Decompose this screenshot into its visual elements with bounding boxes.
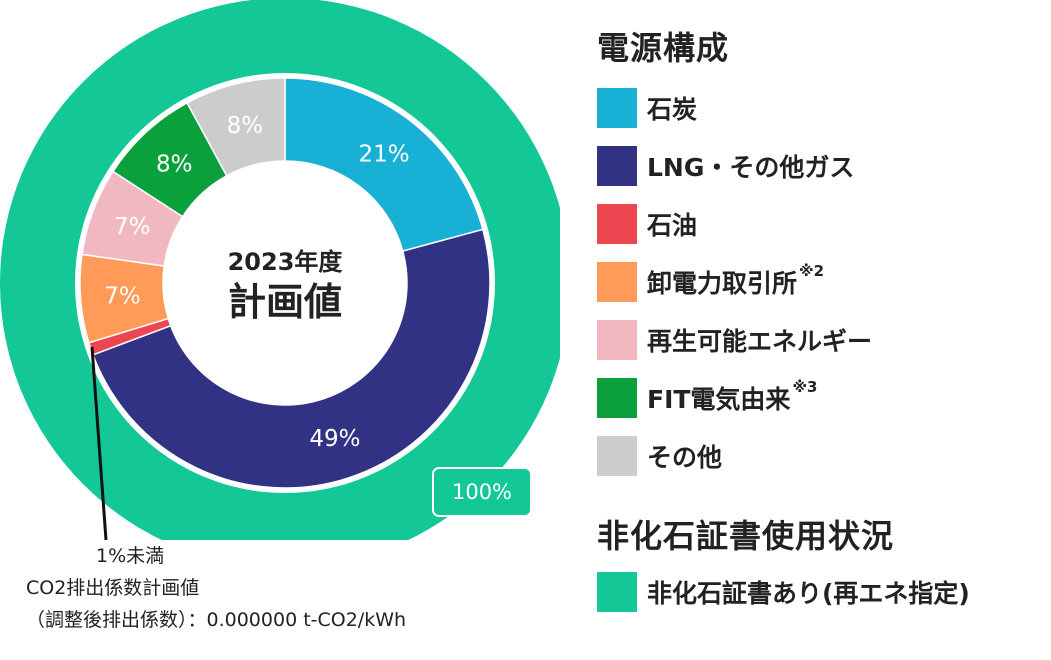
legend-item-oil: 石油 <box>597 204 1047 244</box>
legend-item-lng: LNG・その他ガス <box>597 146 1047 186</box>
legend-item-label: 非化石証書あり(再エネ指定) <box>647 579 970 608</box>
segment-value-label: 7% <box>114 214 151 240</box>
legend-item-power-exchange: 卸電力取引所 ※2 <box>597 262 1047 302</box>
legend-item-label: FIT電気由来 <box>647 385 791 414</box>
legend-item-label: LNG・その他ガス <box>647 153 855 182</box>
legend-swatch <box>597 436 637 476</box>
legend-item-coal: 石炭 <box>597 88 1047 128</box>
inner-ring-segment <box>92 228 491 489</box>
small-share-label: 1%未満 <box>96 545 165 567</box>
outer-ring-value-badge: 100% <box>432 467 532 517</box>
small-share-leader-line <box>90 346 108 540</box>
legend-swatch <box>597 378 637 418</box>
legend-item-label: 卸電力取引所 <box>647 269 798 298</box>
center-title-plan: 計画値 <box>228 280 342 324</box>
legend-item-non-fossil-certificate: 非化石証書あり(再エネ指定) <box>597 572 1047 612</box>
center-title-year: 2023年度 <box>228 248 344 276</box>
emission-note: 1%未満 CO2排出係数計画値 （調整後排出係数）：0.000000 t-CO2… <box>26 540 406 636</box>
footnote-mark: ※2 <box>799 262 825 280</box>
inner-ring-segment <box>284 77 484 253</box>
legend-item-label: 石炭 <box>647 95 698 124</box>
legend-swatch <box>597 146 637 186</box>
legend-swatch <box>597 204 637 244</box>
legend2-title: 非化石証書使用状況 <box>597 517 895 555</box>
segment-value-label: 8% <box>156 151 193 177</box>
non-fossil-certificate-legend: 非化石証書使用状況 非化石証書あり(再エネ指定) <box>597 514 1047 612</box>
inner-ring <box>79 77 491 489</box>
legend-title: 電源構成 <box>597 29 730 67</box>
donut-chart: 21% 49% 7% 7% 8% 8% 2023年度 計画値 <box>0 0 560 540</box>
legend-swatch <box>597 572 637 612</box>
segment-value-label: 49% <box>309 426 360 452</box>
emission-factor-title: CO2排出係数計画値 <box>26 577 200 599</box>
segment-value-label: 7% <box>104 284 141 310</box>
inner-ring-segment <box>186 77 286 177</box>
legend-item-other: その他 <box>597 436 1047 476</box>
emission-factor-value: （調整後排出係数）：0.000000 t-CO2/kWh <box>26 609 407 631</box>
legend-item-label: 再生可能エネルギー <box>647 327 873 356</box>
segment-value-label: 21% <box>359 142 410 168</box>
segment-value-label: 8% <box>227 113 264 139</box>
segment-labels: 21% 49% 7% 7% 8% 8% <box>104 113 409 452</box>
legend-item-label: 石油 <box>647 211 698 240</box>
legend-item-fit: FIT電気由来 ※3 <box>597 378 1047 418</box>
power-source-legend: 電源構成 石炭 LNG・その他ガス 石油 卸電力取引所 ※2 再生可能エネルギー… <box>597 26 1047 476</box>
legend-item-label: その他 <box>647 443 723 472</box>
legend-swatch <box>597 262 637 302</box>
legend-swatch <box>597 320 637 360</box>
legend-item-renewable: 再生可能エネルギー <box>597 320 1047 360</box>
footnote-mark: ※3 <box>792 378 818 396</box>
legend-swatch <box>597 88 637 128</box>
